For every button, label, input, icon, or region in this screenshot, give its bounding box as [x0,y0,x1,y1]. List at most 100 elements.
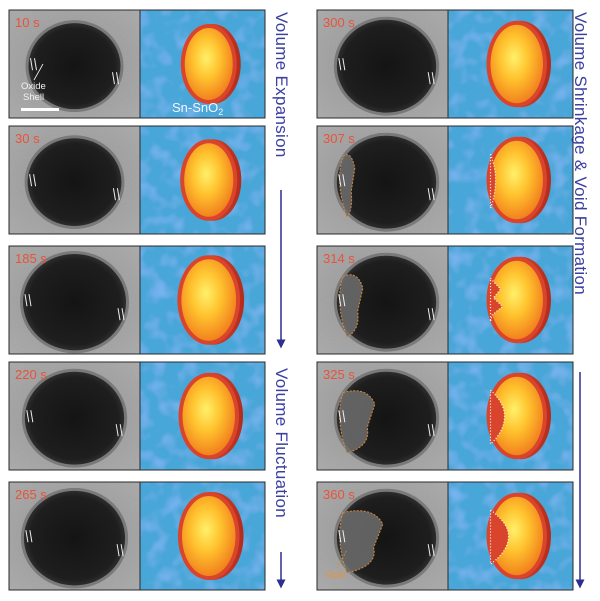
tem-image: 185 s [8,245,141,355]
tem-image: 360 s [316,481,449,591]
tem-void-region [339,510,383,573]
particle [24,371,125,465]
schematic-border [139,245,266,355]
panel-p5: 265 s [8,481,266,591]
particle [336,19,437,113]
metal-core [182,376,235,456]
shell-marker [112,188,116,201]
schematic [139,125,266,235]
panel-p4: 220 s [8,361,266,471]
shell-marker [26,410,30,423]
particle [336,135,437,229]
shell-markers [338,410,435,437]
panel-p8: 314 s [316,245,574,355]
metal-core [181,496,236,576]
schematic [139,481,266,591]
schematic-void [490,278,503,322]
schematic-border [139,481,266,591]
shell-marker [342,174,346,187]
shell-marker [121,308,125,321]
metal-core [490,376,543,456]
timestamp-label: 360 s [323,487,355,502]
schematic-border [447,125,574,235]
metal-core [490,24,543,104]
shell-marker [342,410,346,423]
particle [27,138,122,227]
schematic [447,481,574,591]
shell-marker [29,174,33,187]
oxide-shell-pointer [33,63,44,81]
panel-p6: 300 s [316,9,574,119]
particle [336,255,437,349]
tem-image: 300 s [316,9,449,119]
timestamp-label: 307 s [323,131,355,146]
shell-marker [116,188,120,201]
schematic [447,245,574,355]
left-annotation: Volume Expansion Volume Fluctuation [272,12,291,589]
shell-marker [29,530,33,543]
tem-void-outline [339,154,356,218]
timestamp-label: 185 s [15,251,47,266]
tem-void-region [339,154,355,217]
schematic-border [447,245,574,355]
metal-core [490,140,543,220]
void-boundary-dots [489,388,506,446]
shell-marker [342,530,346,543]
shell-marker [119,424,123,437]
shell-marker [34,58,37,71]
shell-marker [115,424,119,437]
shell-marker [33,174,37,187]
panel-p3: 185 s [8,245,266,355]
shell-markers [338,294,435,321]
shell-marker [431,188,435,201]
shell-marker [431,308,435,321]
schematic-border [447,481,574,591]
shell-marker [431,72,435,85]
shell-marker [338,174,342,187]
oxide-shell-label-2: Shell [23,92,44,103]
panel-p2: 30 s [8,125,266,235]
shell-marker [338,530,342,543]
timestamp-label: 300 s [323,15,355,30]
tem-image: 10 s [8,9,141,119]
metal-core [490,496,543,576]
timestamp-label: 220 s [15,367,47,382]
shell-markers [30,58,119,85]
tem-void-region [339,274,363,337]
schematic [139,245,266,355]
shell-marker [116,72,119,85]
shell-markers [29,174,120,201]
tem-void-region [339,390,375,453]
metal-core [490,260,543,340]
label-volume-expansion: Volume Expansion [272,12,291,158]
particle [23,490,126,586]
metal-core [184,28,233,100]
shell-marker [342,58,346,71]
label-shrinkage-void: Volume Shrinkage & Void Formation [571,12,590,295]
tem-void-outline [339,274,364,338]
shell-marker [112,72,115,85]
timestamp-label: 265 s [15,487,47,502]
schematic-border [139,9,266,119]
particle [28,23,121,110]
shell-markers [338,174,435,201]
shell-marker [431,544,435,557]
timestamp-label: 10 s [15,15,40,30]
tem-image: 265 s [8,481,141,591]
shell-marker [427,544,431,557]
metal-core [184,143,234,217]
right-annotation: Volume Shrinkage & Void Formation [571,12,590,589]
shell-marker [117,308,121,321]
tem-image: 325 s [316,361,449,471]
schematic [139,361,266,471]
void-boundary-dots [489,508,510,566]
tem-image: 307 s [316,125,449,235]
schematic [447,9,574,119]
tem-image: 30 s [8,125,141,235]
schematic-border [447,361,574,471]
shell-marker [338,294,342,307]
panel-p7: 307 s [316,125,574,235]
material-subscript: 2 [218,107,223,117]
